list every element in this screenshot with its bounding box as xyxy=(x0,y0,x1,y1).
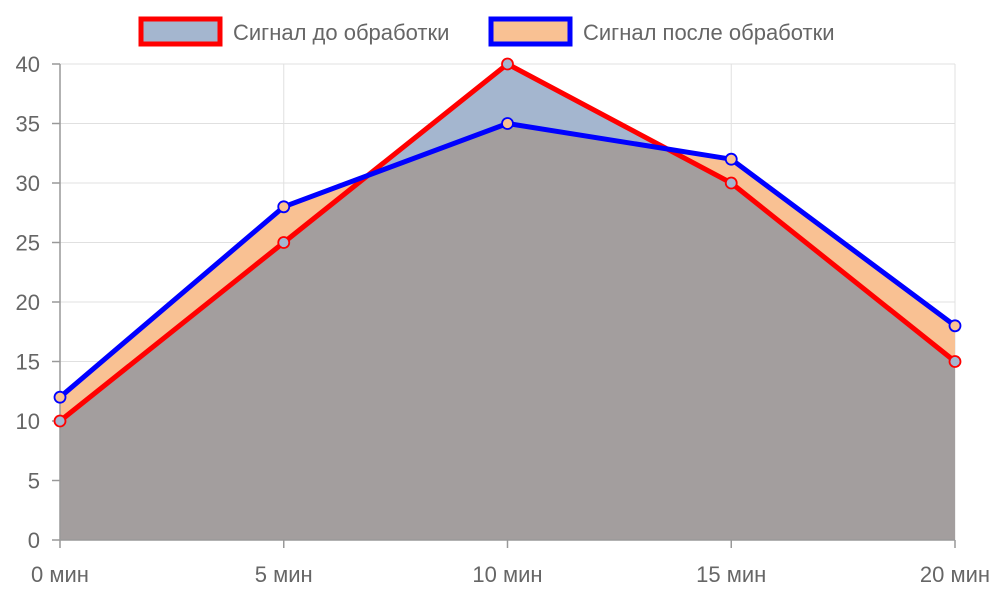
legend-swatch xyxy=(488,16,573,47)
data-point xyxy=(501,117,514,130)
x-tick-label: 5 мин xyxy=(255,562,313,587)
data-point xyxy=(501,57,514,71)
x-tick-label: 10 мин xyxy=(472,562,542,587)
data-point xyxy=(948,319,962,333)
legend-swatch xyxy=(138,16,223,47)
legend: Сигнал до обработки Сигнал после обработк… xyxy=(138,16,835,47)
legend-label: Сигнал после обработки xyxy=(583,20,835,45)
y-tick-label: 10 xyxy=(16,409,40,434)
legend-label: Сигнал до обработки xyxy=(233,20,449,45)
axes xyxy=(52,63,956,548)
series-points xyxy=(53,57,962,428)
x-tick-label: 15 мин xyxy=(696,562,766,587)
y-tick-label: 0 xyxy=(28,528,40,553)
data-point xyxy=(53,390,67,404)
y-tick-label: 5 xyxy=(28,469,40,494)
x-tick-label: 0 мин xyxy=(31,562,89,587)
series-area-overlap xyxy=(60,123,955,540)
y-tick-label: 30 xyxy=(16,171,40,196)
data-point xyxy=(948,355,962,368)
data-point xyxy=(724,176,738,190)
data-point xyxy=(53,414,67,428)
y-tick-label: 20 xyxy=(16,290,40,315)
y-tick-label: 15 xyxy=(16,350,40,375)
data-point xyxy=(724,152,738,166)
x-tick-label: 20 мин xyxy=(920,562,990,587)
data-point xyxy=(277,236,291,249)
y-tick-label: 40 xyxy=(16,52,40,77)
y-tick-label: 35 xyxy=(16,112,40,137)
data-point xyxy=(277,200,291,214)
tick-labels: 0 5 10 15 20 25 30 35 40 0 мин 5 мин 10 мин 15 мин 20… xyxy=(16,52,991,587)
series-areas xyxy=(60,64,955,540)
y-tick-label: 25 xyxy=(16,231,40,256)
